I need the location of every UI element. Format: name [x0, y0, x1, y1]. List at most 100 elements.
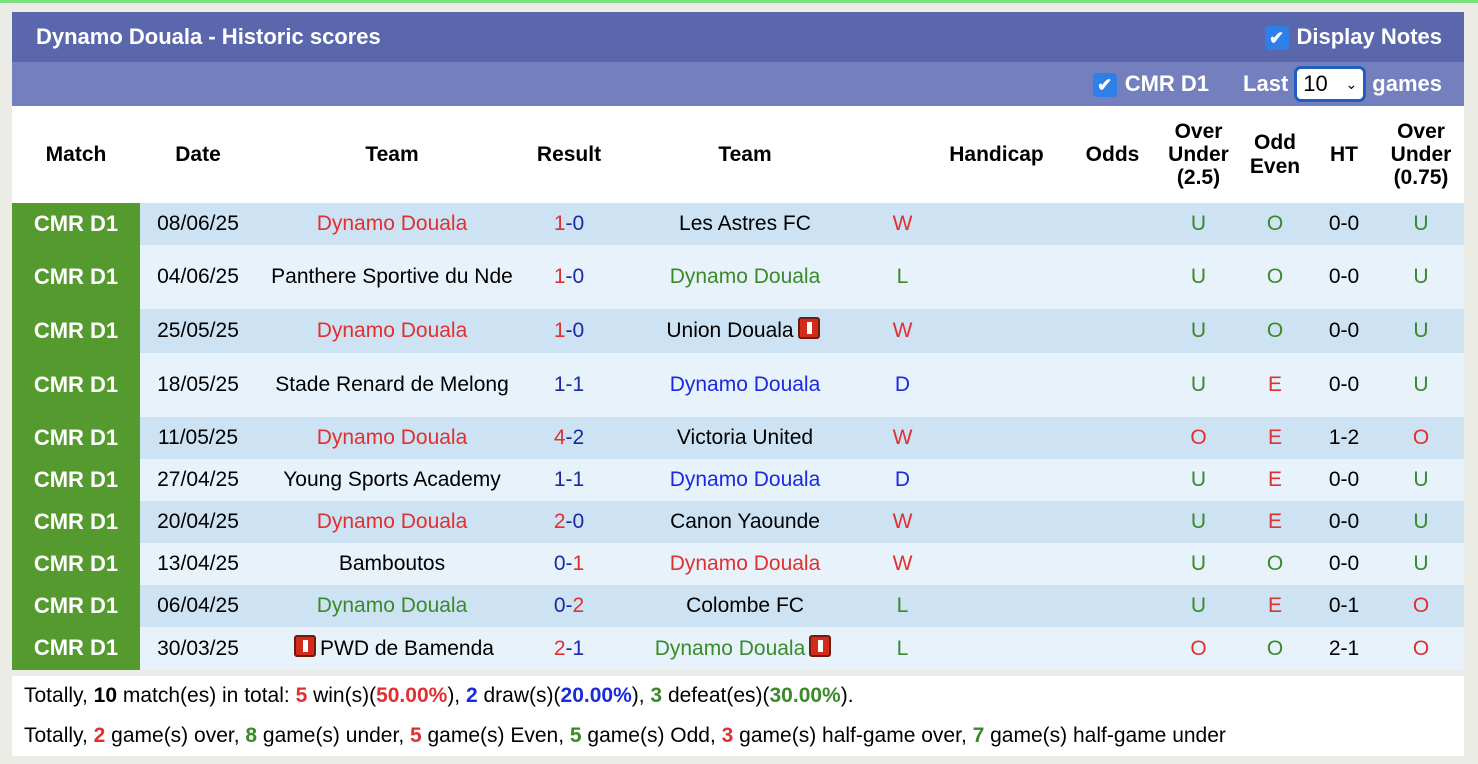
home-score: 1: [553, 212, 566, 236]
away-team-name[interactable]: Canon Yaounde: [670, 510, 820, 534]
odds-cell: [1068, 627, 1157, 670]
home-team-name[interactable]: Dynamo Douala: [316, 319, 468, 343]
home-team-cell[interactable]: Young Sports Academy: [256, 459, 528, 501]
away-team-name[interactable]: Dynamo Douala: [654, 636, 806, 660]
away-team-name[interactable]: Dynamo Douala: [669, 265, 821, 289]
table-row[interactable]: CMR D1 27/04/25 Young Sports Academy 1-1 Dyn…: [12, 459, 1464, 501]
league-cell[interactable]: CMR D1: [12, 417, 140, 459]
result-cell[interactable]: 1-1: [528, 353, 610, 417]
odd-even-cell: E: [1240, 459, 1310, 501]
historic-scores-panel: Dynamo Douala - Historic scores ✔ Display…: [12, 12, 1464, 756]
league-cell[interactable]: CMR D1: [12, 627, 140, 670]
away-team-cell[interactable]: Les Astres FC: [610, 203, 880, 245]
home-team-name[interactable]: Bamboutos: [338, 552, 446, 576]
league-cell[interactable]: CMR D1: [12, 501, 140, 543]
checkbox-checked-icon[interactable]: ✔: [1092, 73, 1117, 98]
home-team-cell[interactable]: Dynamo Douala: [256, 501, 528, 543]
table-header-row: Match Date Team Result Team Handicap Odds Over …: [12, 106, 1464, 203]
home-team-name[interactable]: Stade Renard de Melong: [275, 373, 509, 397]
checkbox-checked-icon[interactable]: ✔: [1264, 26, 1289, 51]
home-score: 1: [553, 373, 566, 397]
handicap-cell: [925, 245, 1068, 309]
date-cell: 27/04/25: [140, 459, 256, 501]
away-team-cell[interactable]: Dynamo Douala: [610, 543, 880, 585]
away-team-cell[interactable]: Dynamo Douala: [610, 627, 880, 670]
home-team-name[interactable]: Dynamo Douala: [316, 594, 468, 618]
home-team-name[interactable]: PWD de Bamenda: [320, 636, 494, 660]
home-team-name[interactable]: Dynamo Douala: [316, 426, 468, 450]
away-score: 1: [572, 636, 585, 660]
table-row[interactable]: CMR D1 04/06/25 Panthere Sportive du Nde 1-…: [12, 245, 1464, 309]
away-team-cell[interactable]: Colombe FC: [610, 585, 880, 627]
table-row[interactable]: CMR D1 30/03/25 PWD de Bamenda 2-1 Dynamo Do…: [12, 627, 1464, 670]
away-score: 1: [572, 552, 585, 576]
away-team-cell[interactable]: Canon Yaounde: [610, 501, 880, 543]
away-team-name[interactable]: Dynamo Douala: [669, 373, 821, 397]
home-team-cell[interactable]: Dynamo Douala: [256, 309, 528, 353]
result-cell[interactable]: 2-1: [528, 627, 610, 670]
away-score: 1: [572, 468, 585, 492]
home-team-name[interactable]: Dynamo Douala: [316, 212, 468, 236]
home-team-name[interactable]: Panthere Sportive du Nde: [271, 265, 513, 289]
result-cell[interactable]: 4-2: [528, 417, 610, 459]
summary-text: game(s) half-game under: [984, 724, 1226, 747]
summary-count: 50.00%: [376, 684, 448, 707]
away-team-cell[interactable]: Dynamo Douala: [610, 245, 880, 309]
table-row[interactable]: CMR D1 18/05/25 Stade Renard de Melong 1-1 D…: [12, 353, 1464, 417]
summary: Totally, 10 match(es) in total: 5 win(s)…: [12, 676, 1464, 756]
league-cell[interactable]: CMR D1: [12, 459, 140, 501]
home-team-cell[interactable]: PWD de Bamenda: [256, 627, 528, 670]
result-cell[interactable]: 1-0: [528, 245, 610, 309]
summary-text: game(s) Even,: [421, 724, 570, 747]
away-team-name[interactable]: Union Douala: [666, 319, 794, 343]
column-header: [880, 106, 925, 203]
home-team-cell[interactable]: Bamboutos: [256, 543, 528, 585]
result-cell[interactable]: 2-0: [528, 501, 610, 543]
away-team-name[interactable]: Les Astres FC: [679, 212, 811, 236]
away-score: 0: [572, 319, 585, 343]
result-cell[interactable]: 0-1: [528, 543, 610, 585]
result-cell[interactable]: 0-2: [528, 585, 610, 627]
table-row[interactable]: CMR D1 11/05/25 Dynamo Douala 4-2 Victoria U…: [12, 417, 1464, 459]
table-row[interactable]: CMR D1 25/05/25 Dynamo Douala 1-0 Union Doua…: [12, 309, 1464, 353]
table-row[interactable]: CMR D1 08/06/25 Dynamo Douala 1-0 Les Astres…: [12, 203, 1464, 245]
outcome-cell: W: [880, 417, 925, 459]
home-team-cell[interactable]: Dynamo Douala: [256, 203, 528, 245]
away-team-name[interactable]: Colombe FC: [686, 594, 804, 618]
result-cell[interactable]: 1-0: [528, 309, 610, 353]
home-team-name[interactable]: Young Sports Academy: [283, 468, 501, 492]
table-row[interactable]: CMR D1 13/04/25 Bamboutos 0-1 Dynamo Douala W…: [12, 543, 1464, 585]
column-header: Odd Even: [1249, 131, 1301, 178]
outcome-cell: D: [880, 459, 925, 501]
away-team-cell[interactable]: Victoria United: [610, 417, 880, 459]
away-team-cell[interactable]: Dynamo Douala: [610, 459, 880, 501]
display-notes-toggle[interactable]: ✔ Display Notes: [1264, 24, 1442, 51]
home-team-cell[interactable]: Stade Renard de Melong: [256, 353, 528, 417]
away-team-name[interactable]: Dynamo Douala: [669, 468, 821, 492]
table-row[interactable]: CMR D1 20/04/25 Dynamo Douala 2-0 Canon Yaou…: [12, 501, 1464, 543]
panel-title: Dynamo Douala - Historic scores: [36, 24, 381, 49]
result-cell[interactable]: 1-0: [528, 203, 610, 245]
league-cell[interactable]: CMR D1: [12, 353, 140, 417]
summary-count: 10: [93, 684, 117, 707]
league-cell[interactable]: CMR D1: [12, 203, 140, 245]
home-team-cell[interactable]: Dynamo Douala: [256, 585, 528, 627]
home-team-name[interactable]: Dynamo Douala: [316, 510, 468, 534]
league-cell[interactable]: CMR D1: [12, 543, 140, 585]
league-cell[interactable]: CMR D1: [12, 585, 140, 627]
table-row[interactable]: CMR D1 06/04/25 Dynamo Douala 0-2 Colombe FC…: [12, 585, 1464, 627]
league-filter-toggle[interactable]: ✔ CMR D1: [1092, 71, 1209, 98]
away-team-name[interactable]: Dynamo Douala: [669, 552, 821, 576]
away-team-name[interactable]: Victoria United: [676, 426, 814, 450]
league-cell[interactable]: CMR D1: [12, 245, 140, 309]
away-team-cell[interactable]: Dynamo Douala: [610, 353, 880, 417]
result-cell[interactable]: 1-1: [528, 459, 610, 501]
last-label: Last: [1243, 71, 1289, 96]
home-team-cell[interactable]: Dynamo Douala: [256, 417, 528, 459]
away-team-cell[interactable]: Union Douala: [610, 309, 880, 353]
home-team-cell[interactable]: Panthere Sportive du Nde: [256, 245, 528, 309]
over-under-cell: U: [1157, 309, 1240, 353]
games-count-select[interactable]: 10 ⌄: [1294, 66, 1367, 102]
league-cell[interactable]: CMR D1: [12, 309, 140, 353]
summary-text: Totally,: [24, 724, 94, 747]
